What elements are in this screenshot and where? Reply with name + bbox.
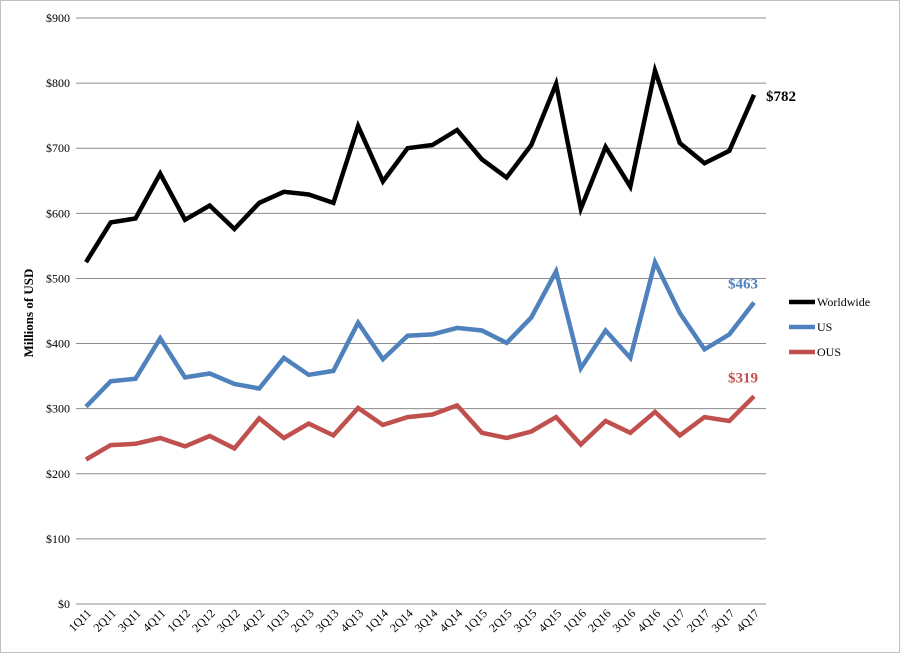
x-tick-label: 1Q16 bbox=[560, 606, 589, 635]
end-label-worldwide: $782 bbox=[766, 89, 796, 105]
x-tick-label: 2Q14 bbox=[387, 606, 416, 635]
x-tick-label: 2Q11 bbox=[90, 606, 118, 634]
x-tick-label: 4Q11 bbox=[140, 606, 168, 634]
legend-label: OUS bbox=[817, 345, 841, 359]
x-tick-label: 3Q13 bbox=[313, 606, 342, 635]
x-tick-label: 1Q13 bbox=[263, 606, 292, 635]
series-lines bbox=[84, 62, 757, 462]
y-tick-label: $0 bbox=[58, 597, 70, 611]
end-label-ous: $319 bbox=[728, 370, 758, 386]
x-tick-label: 2Q16 bbox=[585, 606, 614, 635]
x-tick-label: 4Q13 bbox=[338, 606, 367, 635]
x-axis-tick-labels: 1Q112Q113Q114Q111Q122Q123Q124Q121Q132Q13… bbox=[66, 606, 762, 635]
end-labels: $782 $463 $319 bbox=[728, 89, 796, 386]
x-tick-label: 1Q15 bbox=[461, 606, 490, 635]
y-tick-label: $800 bbox=[46, 76, 70, 90]
series-line-worldwide bbox=[84, 62, 757, 264]
y-tick-label: $700 bbox=[46, 141, 70, 155]
x-tick-label: 4Q17 bbox=[733, 606, 762, 635]
y-tick-label: $600 bbox=[46, 206, 70, 220]
x-tick-label: 1Q12 bbox=[164, 606, 193, 635]
x-tick-label: 2Q13 bbox=[288, 606, 317, 635]
y-axis-tick-labels: $0 $100 $200 $300 $400 $500 $600 $700 $800 $900 bbox=[46, 11, 70, 611]
legend: Worldwide US OUS bbox=[789, 295, 870, 359]
x-tick-label: 1Q14 bbox=[362, 606, 391, 635]
y-tick-label: $300 bbox=[46, 402, 70, 416]
y-tick-label: $400 bbox=[46, 337, 70, 351]
x-tick-label: 4Q15 bbox=[535, 606, 564, 635]
x-tick-label: 1Q17 bbox=[659, 606, 688, 635]
series-line-us bbox=[84, 255, 756, 409]
legend-label: US bbox=[817, 320, 832, 334]
x-tick-label: 4Q12 bbox=[239, 606, 268, 635]
series-line-ous bbox=[84, 394, 756, 462]
y-tick-label: $900 bbox=[46, 11, 70, 25]
x-tick-label: 4Q14 bbox=[436, 606, 465, 635]
x-tick-label: 3Q16 bbox=[610, 606, 639, 635]
x-tick-label: 3Q11 bbox=[115, 606, 143, 634]
x-tick-label: 3Q14 bbox=[412, 606, 441, 635]
x-tick-label: 2Q17 bbox=[684, 606, 713, 635]
x-tick-label: 2Q15 bbox=[486, 606, 515, 635]
x-tick-label: 4Q16 bbox=[634, 606, 663, 635]
x-tick-label: 3Q15 bbox=[511, 606, 540, 635]
y-tick-label: $500 bbox=[46, 271, 70, 285]
x-tick-label: 3Q12 bbox=[214, 606, 243, 635]
y-tick-label: $200 bbox=[46, 467, 70, 481]
end-label-us: $463 bbox=[728, 277, 758, 293]
gridlines bbox=[76, 17, 766, 605]
y-tick-label: $100 bbox=[46, 532, 70, 546]
x-tick-label: 2Q12 bbox=[189, 606, 218, 635]
x-tick-label: 3Q17 bbox=[709, 606, 738, 635]
legend-label: Worldwide bbox=[817, 295, 870, 309]
y-axis-title: Millions of USD bbox=[21, 269, 36, 358]
